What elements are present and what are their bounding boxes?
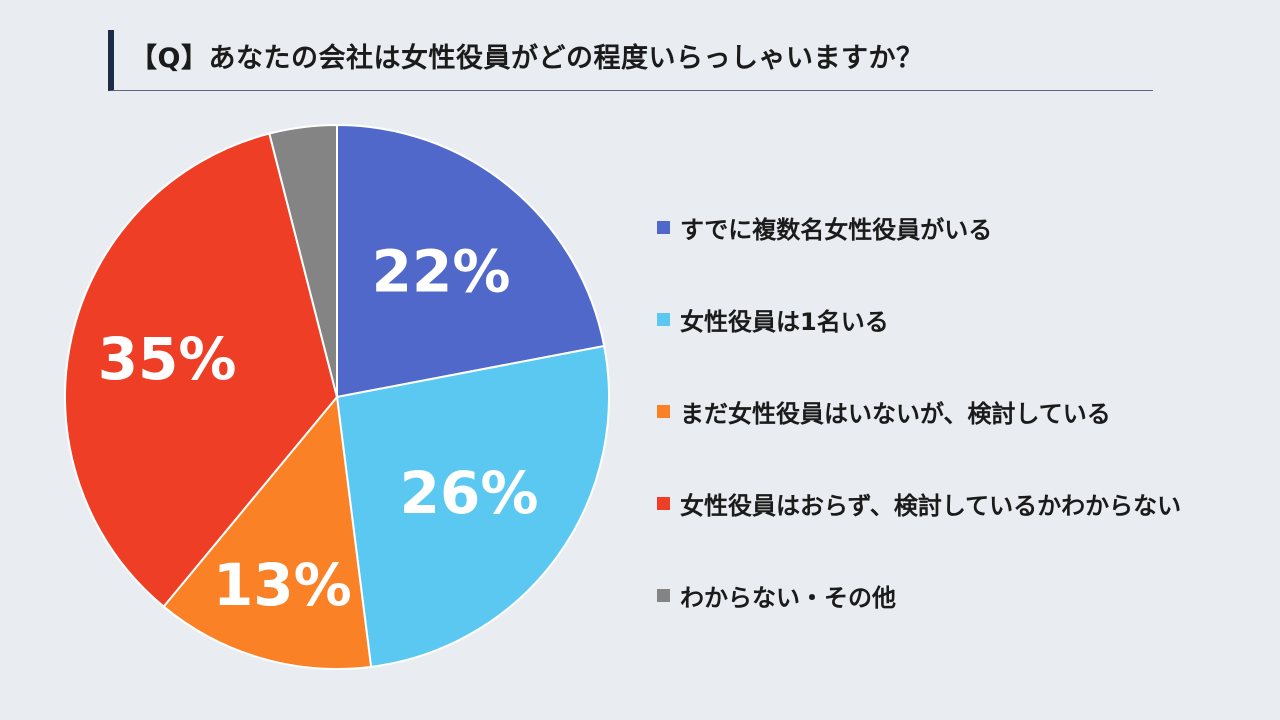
legend-label: 女性役員は1名いる <box>680 308 889 336</box>
legend-label: すでに複数名女性役員がいる <box>680 216 993 244</box>
legend-swatch <box>657 497 670 510</box>
legend-label: まだ女性役員はいないが、検討している <box>680 400 1111 428</box>
pie-chart: 22% 26% 13% 35% <box>64 123 610 670</box>
pie-slice <box>335 344 610 668</box>
chart-title: 【Q】あなたの会社は女性役員がどの程度いらっしゃいますか？ <box>130 43 924 74</box>
slice-percent-label: 13% <box>213 551 352 619</box>
pie-slice <box>336 123 606 399</box>
legend-swatch <box>657 405 670 418</box>
slice-percent-label: 35% <box>98 325 237 393</box>
pie-slice <box>268 123 338 398</box>
slice-percent-label: 26% <box>400 459 539 527</box>
legend-swatch <box>657 221 670 234</box>
slice-percent-label: 22% <box>372 237 511 305</box>
legend-label: わからない・その他 <box>680 584 896 612</box>
legend-swatch <box>657 589 670 602</box>
legend-label: 女性役員はおらず、検討しているかわからない <box>680 492 1182 520</box>
pie-slice <box>162 394 373 670</box>
pie-slice <box>64 132 339 608</box>
title-bar: 【Q】あなたの会社は女性役員がどの程度いらっしゃいますか？ <box>108 30 1153 91</box>
legend-swatch <box>657 313 670 326</box>
